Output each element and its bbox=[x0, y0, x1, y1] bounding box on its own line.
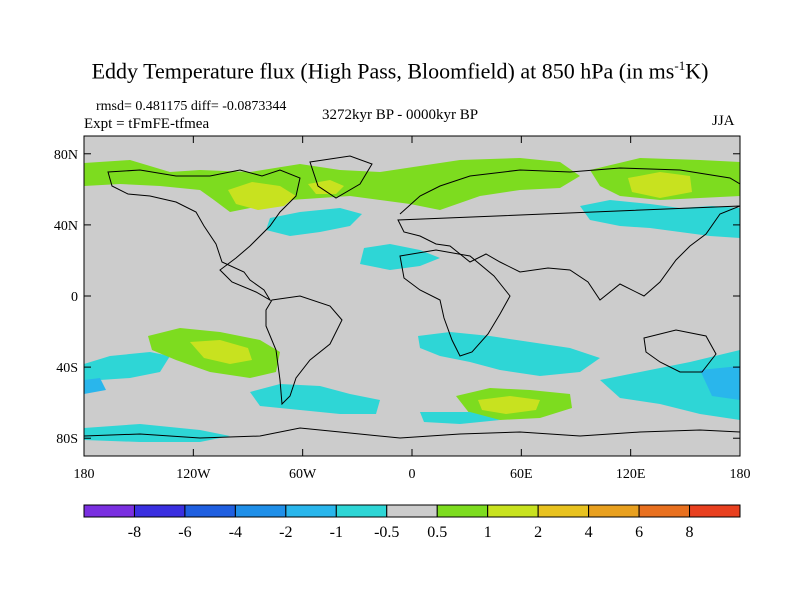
coastlines bbox=[84, 155, 740, 439]
y-tick-label: 80N bbox=[54, 148, 78, 163]
contour-yellow-green-region bbox=[190, 340, 252, 364]
colorbar-swatch bbox=[537, 504, 590, 518]
colorbar-label: 2 bbox=[534, 524, 542, 541]
colorbar-swatch bbox=[133, 504, 186, 518]
y-tick-label: 40S bbox=[56, 361, 78, 376]
map-axes: 180 120W 60W 0 60E 120E 180 80N 40N 0 40S 80S bbox=[54, 136, 751, 482]
coastline-eurasia bbox=[397, 167, 740, 301]
colorbar-swatch bbox=[689, 504, 741, 518]
plot-title: Eddy Temperature flux (High Pass, Bloomf… bbox=[91, 58, 709, 84]
colorbar-swatch bbox=[487, 504, 539, 518]
contour-light-blue-region bbox=[700, 366, 740, 400]
colorbar-label: -8 bbox=[128, 524, 141, 541]
stats-text: rmsd= 0.481175 diff= -0.0873344 bbox=[96, 99, 287, 114]
map-panel bbox=[84, 136, 740, 456]
contour-yellow-green-region bbox=[478, 396, 540, 414]
colorbar-label: -6 bbox=[178, 524, 191, 541]
colorbar-label: -0.5 bbox=[374, 524, 399, 541]
colorbar-swatch bbox=[638, 504, 691, 518]
x-tick-label: 120W bbox=[176, 467, 211, 482]
contour-cyan-region bbox=[250, 384, 380, 414]
x-tick-label: 120E bbox=[616, 467, 646, 482]
x-tick-label: 180 bbox=[730, 467, 751, 482]
colorbar-label: -1 bbox=[330, 524, 343, 541]
colorbar-swatch bbox=[386, 504, 438, 518]
colorbar: -8 -6 -4 -2 -1 -0.5 0.5 1 2 4 6 8 bbox=[83, 504, 741, 541]
x-tick-label: 60W bbox=[289, 467, 317, 482]
x-tick-label: 0 bbox=[409, 467, 416, 482]
coastline-north-america bbox=[107, 169, 301, 302]
coastline-south-america bbox=[265, 295, 343, 406]
x-tick-label: 180 bbox=[74, 467, 95, 482]
contour-cyan-region bbox=[580, 200, 740, 238]
colorbar-label: 4 bbox=[585, 524, 593, 541]
colorbar-swatch bbox=[184, 504, 236, 518]
contour-yellow-green-region bbox=[628, 172, 692, 198]
contour-cyan-region bbox=[420, 412, 500, 424]
coastline-africa bbox=[399, 249, 511, 357]
colorbar-swatch bbox=[285, 504, 337, 518]
colorbar-label: -2 bbox=[279, 524, 292, 541]
colorbar-swatch bbox=[436, 504, 489, 518]
contour-yellow-green-region bbox=[228, 182, 296, 210]
y-tick-label: 0 bbox=[71, 290, 78, 305]
colorbar-label: -4 bbox=[229, 524, 242, 541]
contour-light-blue-region bbox=[84, 378, 106, 394]
x-tick-label: 60E bbox=[510, 467, 533, 482]
colorbar-label: 8 bbox=[686, 524, 694, 541]
colorbar-swatch bbox=[83, 504, 135, 518]
contour-cyan-region bbox=[84, 352, 170, 380]
y-tick-label: 80S bbox=[56, 432, 78, 447]
colorbar-label: 0.5 bbox=[427, 524, 447, 541]
period-label: 3272kyr BP - 0000kyr BP bbox=[322, 107, 479, 123]
colorbar-swatch bbox=[234, 504, 287, 518]
colorbar-swatch bbox=[335, 504, 388, 518]
colorbar-swatch bbox=[588, 504, 640, 518]
coastline-australia bbox=[643, 329, 717, 373]
coastline-greenland bbox=[309, 155, 373, 199]
colorbar-label: 1 bbox=[484, 524, 492, 541]
coastline-antarctica bbox=[84, 427, 740, 439]
colorbar-label: 6 bbox=[635, 524, 643, 541]
y-tick-label: 40N bbox=[54, 219, 78, 234]
contour-cyan-region bbox=[266, 208, 362, 236]
contour-cyan-region bbox=[418, 332, 600, 376]
experiment-label: Expt = tFmFE-tfmea bbox=[84, 116, 210, 132]
season-label: JJA bbox=[712, 113, 735, 129]
